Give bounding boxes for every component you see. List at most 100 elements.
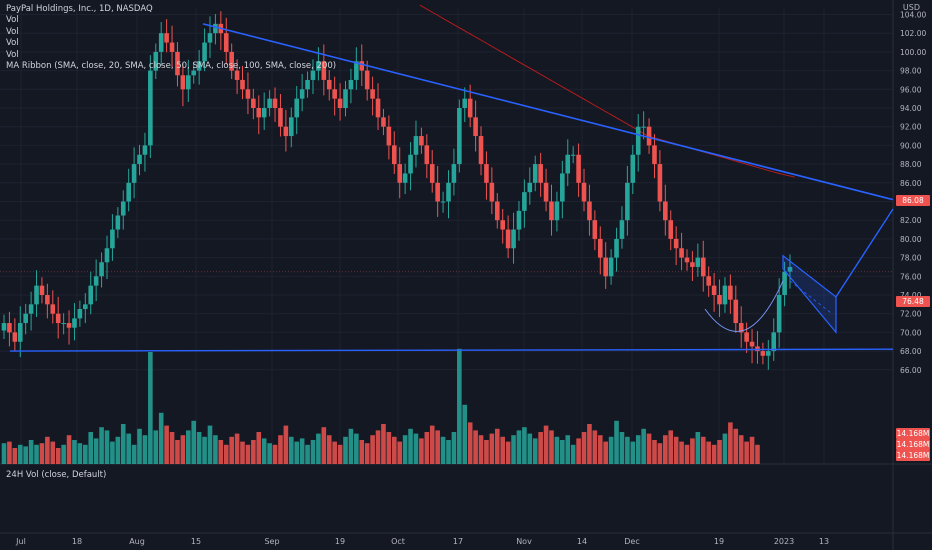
candle-body xyxy=(532,164,538,183)
volume-bar xyxy=(554,436,560,464)
candle-body xyxy=(50,304,56,314)
indicator-vol-3[interactable]: Vol xyxy=(6,38,19,49)
candle-body xyxy=(120,201,126,216)
candle-body xyxy=(169,42,175,52)
volume-bar xyxy=(500,436,506,464)
channel-midline xyxy=(789,280,833,315)
candles xyxy=(1,11,793,370)
candle xyxy=(679,232,684,271)
candle xyxy=(391,131,397,174)
time-tick-label: 2023 xyxy=(774,537,794,546)
price-tick-label: 82.00 xyxy=(900,216,922,225)
volume-bar xyxy=(489,433,495,464)
candle xyxy=(88,271,94,315)
candle xyxy=(755,330,760,364)
volume-bar xyxy=(229,436,234,464)
candle-body xyxy=(310,70,316,80)
volume-bar xyxy=(635,435,641,464)
candle xyxy=(223,17,229,65)
candle xyxy=(478,126,484,176)
candle-body xyxy=(695,257,701,267)
candle-body xyxy=(153,51,159,71)
volume-bar xyxy=(565,435,571,464)
candle xyxy=(695,243,701,277)
volume-bar xyxy=(213,435,218,464)
candle-body xyxy=(646,126,652,146)
candle-body xyxy=(435,182,440,202)
volume-bar xyxy=(131,444,137,464)
candle-body xyxy=(370,89,375,99)
candle-body xyxy=(267,98,272,108)
candle-body xyxy=(164,33,169,43)
volume-bar xyxy=(288,436,294,464)
candle-body xyxy=(397,164,403,183)
candle-body xyxy=(560,173,565,202)
candle xyxy=(326,70,332,101)
volume-bar xyxy=(142,435,148,464)
price-tick-label: 96.00 xyxy=(900,85,922,94)
candle xyxy=(424,134,430,179)
volume-bar xyxy=(223,444,229,464)
candle xyxy=(576,143,581,197)
volume-bar xyxy=(261,438,267,464)
candle xyxy=(28,291,34,331)
price-tick-label: 98.00 xyxy=(900,67,922,76)
candle-body xyxy=(364,70,370,90)
candle-body xyxy=(597,238,603,258)
marker-price-tag: 86.08 xyxy=(896,195,930,206)
candle xyxy=(1,314,7,339)
candle-body xyxy=(717,295,722,305)
candle xyxy=(646,118,652,154)
candle-body xyxy=(733,299,739,324)
volume-bar xyxy=(93,438,99,464)
candle xyxy=(164,19,169,53)
indicator-ma-ribbon[interactable]: MA Ribbon (SMA, close, 20, SMA, close, 5… xyxy=(6,61,337,72)
volume-bar xyxy=(538,432,543,464)
candle xyxy=(711,273,717,312)
candle-body xyxy=(440,201,446,203)
time-axis: Jul 18 Aug 15 Sep 19 Oct 17 Nov 14 Dec 19 2023 13 xyxy=(15,537,829,546)
candle-body xyxy=(603,257,608,277)
ma-200-line xyxy=(419,4,796,178)
candle xyxy=(294,86,300,135)
volume-bar xyxy=(126,433,131,464)
volume-indicator-label[interactable]: 24H Vol (close, Default) xyxy=(6,470,107,480)
volume-bar xyxy=(169,432,175,464)
candle xyxy=(321,44,327,96)
candle xyxy=(462,87,468,123)
candle xyxy=(597,226,603,275)
candle xyxy=(343,80,348,117)
time-tick-label: Aug xyxy=(129,537,145,546)
volume-bar xyxy=(39,443,45,464)
volume-bar xyxy=(1,443,7,464)
candle xyxy=(722,277,728,313)
volume-bar xyxy=(77,443,83,464)
candle xyxy=(592,210,598,251)
volume-bar xyxy=(251,440,256,464)
candle xyxy=(202,28,207,72)
price-tick-label: 86.00 xyxy=(900,179,922,188)
candle xyxy=(505,215,511,259)
volume-bar xyxy=(668,430,674,464)
candle-body xyxy=(554,201,560,221)
candle-body xyxy=(278,108,283,127)
volume-bar xyxy=(408,428,413,464)
descending-trendline xyxy=(202,23,894,201)
candle-body xyxy=(522,192,527,211)
candle-body xyxy=(148,70,153,146)
candle-body xyxy=(316,61,321,71)
candle-body xyxy=(679,248,684,258)
candle xyxy=(402,163,408,195)
candle-body xyxy=(375,98,381,118)
indicator-vol-4[interactable]: Vol xyxy=(6,49,19,60)
time-tick-label: 15 xyxy=(191,537,201,546)
candle-body xyxy=(668,220,674,239)
candle xyxy=(625,165,630,236)
candle xyxy=(229,43,234,80)
indicator-vol-1[interactable]: Vol xyxy=(6,15,19,26)
volume-bar xyxy=(625,436,630,464)
indicator-vol-2[interactable]: Vol xyxy=(6,26,19,37)
candle-body xyxy=(386,126,392,146)
candle xyxy=(570,146,576,164)
